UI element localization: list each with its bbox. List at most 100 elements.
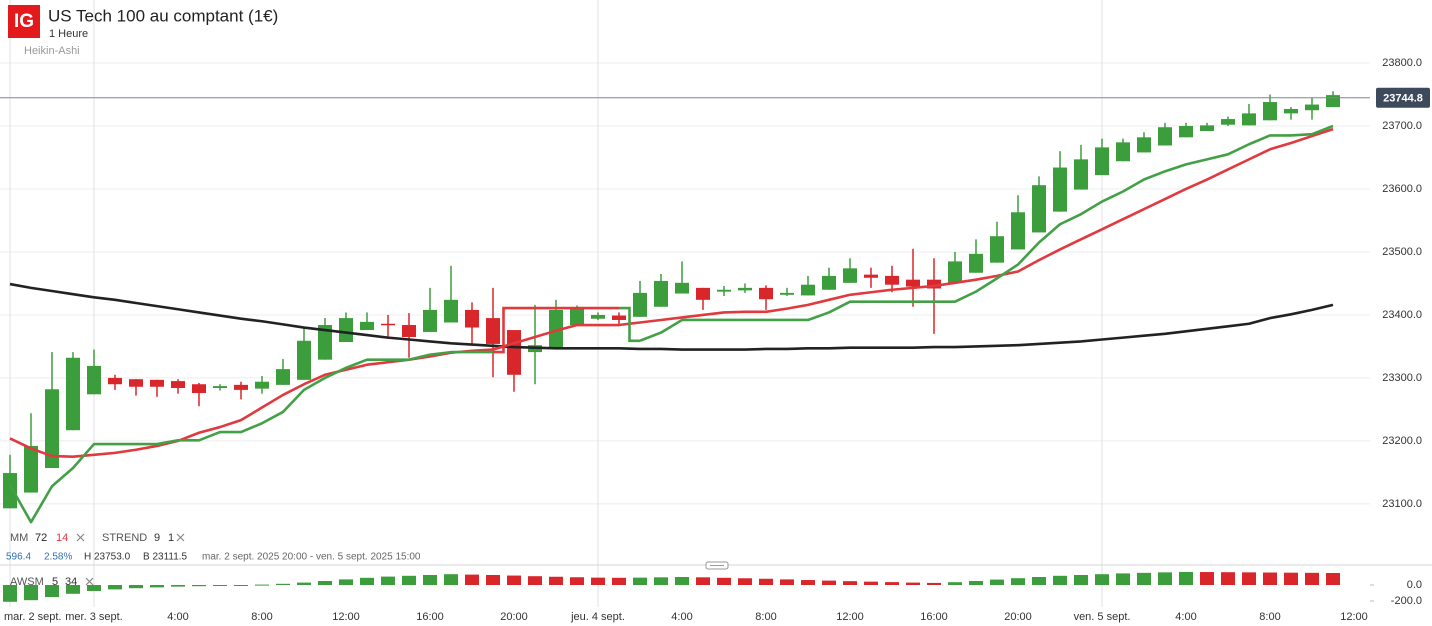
oscillator-bar — [129, 585, 143, 589]
indicator-line — [9, 282, 1334, 351]
candle-body — [801, 284, 815, 296]
oscillator-param: 34 — [65, 576, 77, 588]
candle-body — [1032, 185, 1046, 233]
oscillator-bar — [927, 582, 941, 585]
oscillator-param: 5 — [52, 576, 58, 588]
oscillator-bar — [3, 585, 17, 602]
candle-body — [1095, 147, 1109, 176]
candle-body — [549, 309, 563, 348]
candle-body — [465, 309, 479, 328]
oscillator-bar — [780, 579, 794, 585]
oscillator-bar — [1137, 572, 1151, 585]
oscillator-name: AWSM — [10, 576, 44, 588]
oscillator-bar — [1284, 572, 1298, 585]
plot-area — [0, 91, 1370, 524]
oscillator-bar — [1200, 572, 1214, 585]
candle-body — [129, 379, 143, 387]
oscillator-bar — [990, 579, 1004, 585]
candle-body — [444, 299, 458, 323]
y-tick-label: 23100.0 — [1382, 498, 1422, 510]
legend-param: 14 — [56, 532, 68, 544]
oscillator-bar — [1116, 573, 1130, 585]
oscillator-bar — [339, 579, 353, 585]
oscillator-bar — [570, 577, 584, 585]
close-icon[interactable] — [85, 577, 94, 586]
candle-body — [1137, 137, 1151, 153]
candle-body — [318, 325, 332, 360]
oscillator-bar — [213, 585, 227, 586]
oscillator-bar — [24, 585, 38, 601]
oscillator-bar — [654, 577, 668, 585]
oscillator-bar — [1221, 572, 1235, 585]
candle-body — [654, 280, 668, 307]
grid — [0, 0, 1370, 607]
oscillator-bar — [1095, 574, 1109, 585]
oscillator-bar — [444, 574, 458, 585]
oscillator-bar — [633, 577, 647, 585]
candle-body — [507, 330, 521, 375]
oscillator-bar — [108, 585, 122, 590]
oscillator-bar — [1074, 575, 1088, 585]
candle-body — [1242, 113, 1256, 126]
candle-body — [675, 282, 689, 294]
candle-body — [339, 318, 353, 343]
x-tick-label: ven. 5 sept. — [1074, 611, 1131, 623]
x-tick-label: 4:00 — [671, 611, 692, 623]
candle-body — [633, 292, 647, 317]
oscillator-bar — [465, 574, 479, 585]
info-change-pct: 2.58% — [44, 552, 72, 563]
candle-body — [738, 287, 752, 291]
oscillator-area — [3, 571, 1340, 602]
candle-body — [864, 274, 878, 278]
chart-style: Heikin-Ashi — [24, 45, 80, 57]
candle-body — [906, 279, 920, 287]
candle-body — [717, 289, 731, 292]
candle-body — [24, 445, 38, 493]
candle-body — [45, 389, 59, 469]
candle-body — [1011, 212, 1025, 250]
oscillator-bar — [1179, 571, 1193, 585]
oscillator-bar — [822, 580, 836, 585]
candle-body — [150, 379, 164, 387]
oscillator-bar — [276, 583, 290, 585]
candle-body — [843, 268, 857, 283]
candle-body — [948, 261, 962, 283]
oscillator-bar — [1326, 573, 1340, 585]
candle-body — [969, 253, 983, 273]
oscillator-bar — [360, 577, 374, 585]
info-change: 596.4 — [6, 552, 31, 563]
oscillator-tick-label: -200.0 — [1391, 595, 1422, 607]
oscillator-bar — [234, 585, 248, 586]
candle-body — [885, 275, 899, 285]
x-tick-label: 12:00 — [1340, 611, 1368, 623]
close-icon[interactable] — [76, 533, 85, 542]
oscillator-bar — [507, 575, 521, 585]
oscillator-bar — [297, 582, 311, 585]
logo-box — [8, 5, 40, 38]
candle-body — [1053, 167, 1067, 212]
legend-param: 72 — [35, 532, 47, 544]
y-tick-label: 23700.0 — [1382, 120, 1422, 132]
oscillator-bar — [1263, 572, 1277, 585]
candle-body — [696, 287, 710, 300]
oscillator-bar — [969, 581, 983, 585]
info-high: H 23753.0 — [84, 552, 131, 563]
candle-body — [66, 357, 80, 431]
oscillator-bar — [696, 577, 710, 585]
candle-body — [570, 308, 584, 326]
close-icon[interactable] — [176, 533, 185, 542]
legend-name: MM — [10, 532, 28, 544]
oscillator-bar — [1053, 575, 1067, 585]
oscillator-bar — [1011, 578, 1025, 585]
x-tick-label: 8:00 — [1259, 611, 1280, 623]
oscillator-bar — [402, 575, 416, 585]
axes: 23800.0 23700.0 23600.0 23500.0 23400.0 23300… — [4, 57, 1430, 623]
oscillator-bar — [87, 585, 101, 591]
info-low: B 23111.5 — [143, 552, 188, 563]
oscillator-bar — [192, 585, 206, 587]
candle-body — [276, 369, 290, 385]
y-tick-label: 23600.0 — [1382, 183, 1422, 195]
x-tick-label: 12:00 — [332, 611, 360, 623]
y-tick-label: 23300.0 — [1382, 372, 1422, 384]
